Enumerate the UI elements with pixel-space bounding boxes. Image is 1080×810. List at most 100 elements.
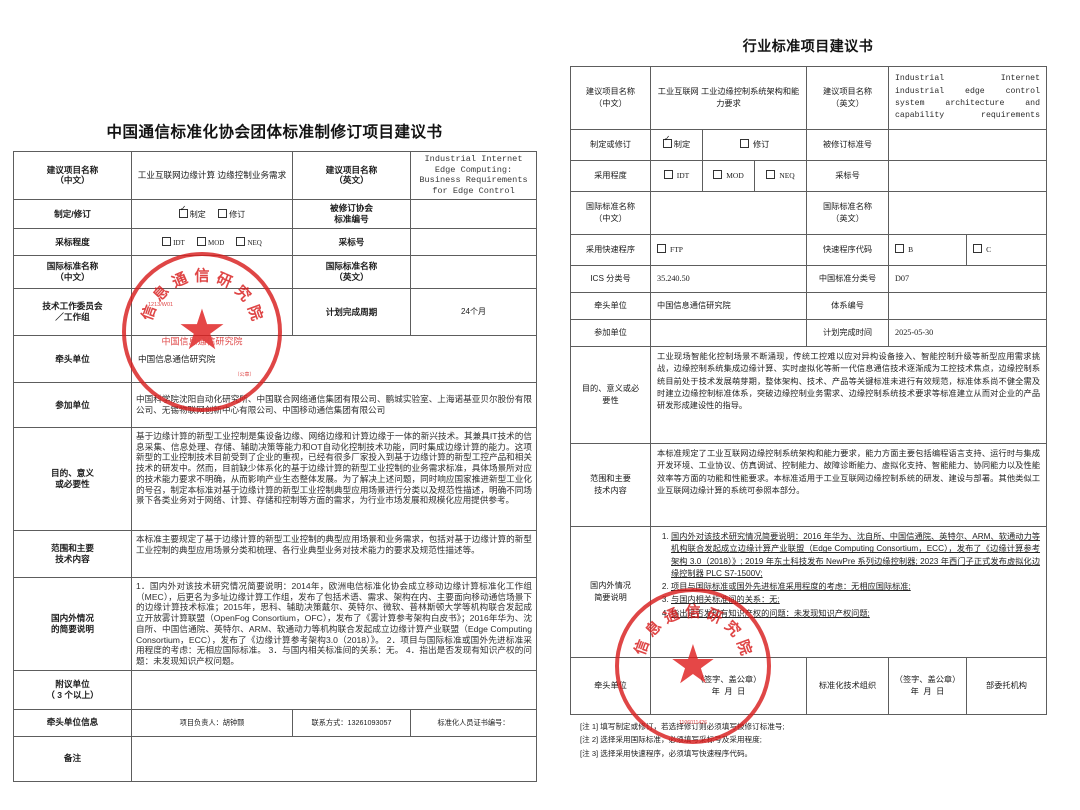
checkbox-checked-icon bbox=[178, 205, 188, 218]
checkbox-revise[interactable]: 修订 bbox=[701, 129, 808, 161]
row-label-intl-en: 国际标准名称 （英文） bbox=[292, 254, 411, 289]
row-label-join-unit: 参加单位 bbox=[570, 319, 651, 347]
row-label-remark: 备注 bbox=[13, 735, 132, 782]
right-document: 行业标准项目建议书 建议项目名称 （中文） 工业互联网 工业边缘控制系统架构和能力… bbox=[570, 36, 1048, 760]
row-value-lead-unit: 中国信息通信研究院 bbox=[649, 292, 808, 320]
note-2: [注 2] 选择采用国际标准，必须填写采标号及采用程度; bbox=[580, 735, 762, 745]
checkbox-ftp[interactable]: FTP bbox=[649, 234, 808, 266]
row-value-intl-cn bbox=[649, 191, 808, 235]
checkbox-establish[interactable]: 制定 bbox=[650, 129, 703, 161]
left-document-title: 中国通信标准化协会团体标准制修订项目建议书 bbox=[106, 124, 443, 141]
sign-lead-value[interactable]: （签字、盖公章）年 月 日 bbox=[649, 657, 808, 715]
row-label-fast-track: 采用快速程序 bbox=[570, 234, 651, 266]
row-value-domestic: 国内外对该技术研究情况简要说明：2016 年华为、沈自所、中国信通院、英特尔、A… bbox=[649, 526, 1048, 658]
left-document: 中国通信标准化协会团体标准制修订项目建议书 建议项目名称 （中文） 工业互联网边缘… bbox=[13, 120, 537, 782]
table-row: 制定或修订 制定 修订 被修订标准号 bbox=[570, 129, 1048, 161]
row-value-lead-unit: 中国信息通信研究院 bbox=[131, 334, 537, 383]
row-label-domestic: 国内外情况 简要说明 bbox=[570, 526, 651, 658]
revise-choices: 制定 修订 bbox=[131, 198, 293, 229]
domestic-item-4: 指出是否发现有知识产权的问题：未发现知识产权问题; bbox=[671, 608, 870, 618]
checkbox-idt[interactable]: IDT bbox=[650, 160, 703, 192]
row-value-system-no bbox=[888, 292, 1048, 320]
table-row: 建议项目名称 （中文） 工业互联网 工业边缘控制系统架构和能力要求 建议项目名称（… bbox=[570, 66, 1048, 130]
row-value-plan-date: 2025-05-30 bbox=[888, 319, 1048, 347]
row-label-intl-cn: 国际标准名称 （中文） bbox=[570, 191, 651, 235]
table-row: 备注 bbox=[13, 735, 537, 782]
row-label-domestic: 国内外情况 的简要说明 bbox=[13, 576, 132, 671]
row-label-plan-date: 计划完成时间 bbox=[806, 319, 890, 347]
adopt-degree-choices: IDT MOD NEQ bbox=[131, 227, 293, 256]
row-value-cn-class: D07 bbox=[888, 265, 1048, 293]
checkbox-code-b[interactable]: B bbox=[888, 234, 968, 266]
row-value-revised-no bbox=[888, 129, 1048, 161]
row-label-join-unit: 参加单位 bbox=[13, 381, 132, 428]
row-value-adopt-no bbox=[410, 227, 537, 256]
checkbox-empty-icon bbox=[766, 170, 776, 180]
list-item: 与国内相关标准间的关系：无; bbox=[671, 594, 1040, 606]
row-value-domestic: 1．国内外对该技术研究情况简要说明：2014年，欧洲电信标准化协会成立移动边缘计… bbox=[131, 576, 537, 671]
checkbox-empty-icon bbox=[236, 236, 246, 246]
checkbox-empty-icon bbox=[739, 139, 749, 149]
row-label-tc: 技术工作委员会 ／工作组 bbox=[13, 287, 132, 336]
row-label-purpose: 目的、意义或必要性 bbox=[570, 346, 651, 444]
row-label-name-en: 建议项目名称 （英文） bbox=[292, 151, 411, 200]
row-label-sign-lead: 牵头单位 bbox=[570, 657, 651, 715]
row-value-join-unit: 中国科学院沈阳自动化研究所、中国联合网络通信集团有限公司、鹏城实验室、上海诺基亚… bbox=[131, 381, 537, 428]
row-value-join-unit bbox=[649, 319, 808, 347]
row-value-purpose: 工业现场智能化控制场景不断涌现，传统工控难以应对异构设备接入、智能控制升级等新型… bbox=[649, 346, 1048, 444]
row-label-plan-cycle: 计划完成周期 bbox=[292, 287, 411, 336]
table-row: 参加单位 计划完成时间 2025-05-30 bbox=[570, 319, 1048, 347]
row-label-name-en: 建议项目名称 （英文） bbox=[806, 66, 890, 130]
checkbox-empty-icon bbox=[895, 244, 905, 254]
row-label-purpose: 目的、意义或必要性 bbox=[13, 426, 132, 531]
row-value-revised-assoc bbox=[410, 198, 537, 229]
checkbox-establish[interactable]: 制定 bbox=[178, 205, 206, 220]
checkbox-neq[interactable]: NEQ bbox=[753, 160, 808, 192]
row-value-scope: 本标准主要规定了基于边缘计算的新型工业控制的典型应用场景和业务需求，包括对基于边… bbox=[131, 529, 537, 578]
checkbox-revise[interactable]: 修订 bbox=[218, 208, 245, 220]
lead-info-contact: 联系方式：13261093057 bbox=[292, 708, 411, 737]
table-row: ICS 分类号 35.240.50 中国标准分类号 D07 bbox=[570, 265, 1048, 293]
table-row: 牵头单位 （签字、盖公章）年 月 日 标准化技术组织 （签字、盖公章）年 月 日… bbox=[570, 657, 1048, 715]
row-label-adopt-no: 采标号 bbox=[292, 227, 411, 256]
table-row: 牵头单位 中国信息通信研究院 bbox=[13, 334, 537, 383]
checkbox-empty-icon bbox=[218, 208, 228, 218]
table-row: 牵头单位信息 项目负责人：胡钟颢 联系方式：13261093057 标准化人员证… bbox=[13, 708, 537, 737]
lead-info-person: 项目负责人：胡钟颢 bbox=[131, 708, 293, 737]
left-proposal-table: 建议项目名称 （中文） 工业互联网边缘计算 边缘控制业务需求 建议项目名称 （英文）… bbox=[13, 151, 537, 782]
checkbox-mod[interactable]: MOD bbox=[196, 236, 224, 248]
table-row: 牵头单位 中国信息通信研究院 体系编号 bbox=[570, 292, 1048, 320]
checkbox-empty-icon bbox=[162, 236, 172, 246]
row-label-sign-tc: 标准化技术组织 bbox=[806, 657, 890, 715]
sign-tc-value[interactable]: （签字、盖公章）年 月 日 bbox=[888, 657, 968, 715]
table-row: 国内外情况 的简要说明 1．国内外对该技术研究情况简要说明：2014年，欧洲电信标… bbox=[13, 576, 537, 671]
checkbox-empty-icon bbox=[657, 244, 666, 254]
checkbox-empty-icon bbox=[196, 236, 206, 246]
table-row: 附议单位（ 3 个以上） bbox=[13, 669, 537, 710]
checkbox-mod[interactable]: MOD bbox=[702, 160, 755, 192]
row-label-system-no: 体系编号 bbox=[806, 292, 890, 320]
row-label-adopt-degree: 采用程度 bbox=[570, 160, 651, 192]
row-value-plan-cycle: 24个月 bbox=[410, 287, 537, 336]
row-label-ics: ICS 分类号 bbox=[570, 265, 651, 293]
row-label-name-cn: 建议项目名称 （中文） bbox=[13, 151, 132, 200]
note-3: [注 3] 选择采用快速程序，必须填写快速程序代码。 bbox=[580, 748, 753, 758]
row-value-name-cn: 工业互联网 工业边缘控制系统架构和能力要求 bbox=[649, 66, 808, 130]
row-value-purpose: 基于边缘计算的新型工业控制是集设备边缘、网络边缘和计算边缘于一体的新兴技术。其兼… bbox=[131, 426, 537, 531]
row-value-intl-en bbox=[410, 254, 537, 289]
domestic-item-2: 项目与国际标准或国外先进标准采用程度的考虑：无相应国际标准; bbox=[671, 582, 911, 592]
domestic-list: 国内外对该技术研究情况简要说明：2016 年华为、沈自所、中国信通院、英特尔、A… bbox=[657, 531, 1040, 620]
checkbox-neq[interactable]: NEQ bbox=[236, 236, 262, 248]
checkbox-idt[interactable]: IDT bbox=[162, 236, 185, 248]
table-row: 采标程度 IDT MOD NEQ 采标号 bbox=[13, 227, 537, 256]
table-row: 范围和主要 技术内容 本标准规定了工业互联网边缘控制系统架构和能力要求，能力方面主… bbox=[570, 443, 1048, 527]
table-row: 目的、意义或必 要性 工业现场智能化控制场景不断涌现，传统工控难以应对异构设备接入… bbox=[570, 346, 1048, 444]
sign-ministry-cell[interactable]: 部委托机构 bbox=[966, 657, 1048, 715]
table-row: 目的、意义 或必要性 基于边缘计算的新型工业控制是集设备边缘、网络边缘和计算边缘于… bbox=[13, 426, 537, 531]
row-label-cn-class: 中国标准分类号 bbox=[806, 265, 890, 293]
row-label-adopt-no: 采标号 bbox=[806, 160, 890, 192]
checkbox-code-c[interactable]: C bbox=[966, 234, 1048, 266]
